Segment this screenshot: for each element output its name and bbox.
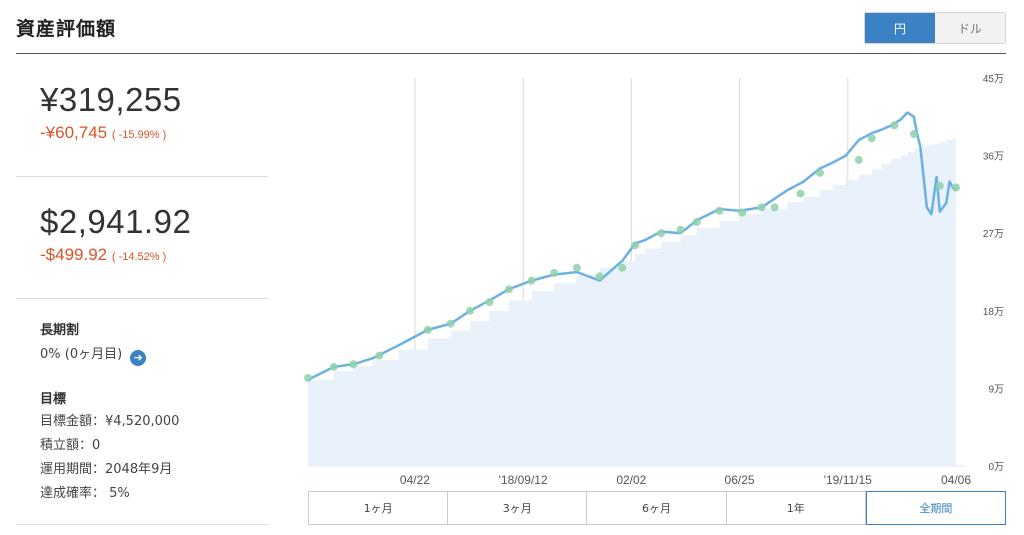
deposit-marker [952, 183, 960, 192]
yen-value: ¥319,255 [40, 81, 182, 118]
x-tick-label: '19/11/15 [824, 473, 872, 487]
yen-change: -¥60,745 ( -15.99% ) [40, 123, 268, 143]
deposit-marker [329, 362, 338, 371]
deposit-marker [527, 276, 536, 285]
long-term-status: 0% (0ヶ月目) ➔ [40, 346, 268, 366]
deposit-marker [504, 285, 513, 294]
y-tick-label: 27万 [983, 229, 1004, 240]
currency-usd-button[interactable]: ドル [935, 13, 1005, 43]
goal-accumulation: 積立額：0 [40, 438, 101, 453]
yen-change-amount: -¥60,745 [40, 123, 108, 142]
deposit-marker [657, 229, 666, 238]
goal-target-amount: 目標金額：¥4,520,000 [40, 414, 180, 429]
x-tick-label: 02/02 [616, 473, 646, 487]
x-tick-label: 06/25 [725, 473, 755, 487]
page-header: 資産評価額 円 ドル [16, 0, 1006, 54]
deposit-marker [466, 306, 474, 315]
goal-probability: 達成確率： 5% [40, 486, 130, 501]
deposit-marker [572, 263, 581, 272]
long-term-value: 0% (0ヶ月目) [40, 347, 123, 362]
y-tick-label: 9万 [988, 384, 1004, 395]
page-title: 資産評価額 [16, 18, 117, 40]
period-1y-button[interactable]: 1年 [727, 492, 866, 524]
deposit-marker [715, 206, 724, 215]
period-3m-button[interactable]: 3ヶ月 [448, 492, 588, 524]
deposit-marker [935, 181, 944, 190]
valuation-chart-svg: 04/22 '18/09/12 02/02 06/25 '19/11/15 04/06 0万… [304, 74, 1004, 487]
currency-toggle[interactable]: 円 ドル [864, 12, 1006, 44]
deposit-marker [692, 217, 701, 226]
deposit-marker [618, 263, 627, 272]
currency-yen-button[interactable]: 円 [865, 13, 935, 43]
usd-change-percent: ( -14.52% ) [111, 251, 167, 263]
usd-change: -$499.92 ( -14.52% ) [40, 245, 268, 265]
invested-area [308, 138, 956, 466]
plan-info-block: 長期割 0% (0ヶ月目) ➔ 目標 目標金額：¥4,520,000 積立額：0 … [16, 299, 268, 525]
x-tick-label: 04/06 [941, 473, 971, 487]
usd-change-amount: -$499.92 [40, 245, 108, 264]
deposit-marker [867, 134, 876, 143]
period-all-button[interactable]: 全期間 [865, 491, 1007, 525]
usd-value: $2,941.92 [40, 203, 192, 240]
deposit-marker [349, 360, 358, 369]
period-selector[interactable]: 1ヶ月 3ヶ月 6ヶ月 1年 全期間 [308, 491, 1007, 525]
long-term-label: 長期割 [40, 323, 80, 338]
goal-label: 目標 [40, 392, 67, 407]
yen-valuation-block: ¥319,255 -¥60,745 ( -15.99% ) [16, 55, 268, 177]
valuation-chart: 04/22 '18/09/12 02/02 06/25 '19/11/15 04/06 0万… [300, 72, 1010, 492]
deposit-marker [446, 319, 455, 328]
deposit-marker [423, 325, 432, 334]
y-tick-label: 0万 [988, 462, 1004, 473]
arrow-right-icon[interactable]: ➔ [130, 350, 147, 366]
summary-panel: ¥319,255 -¥60,745 ( -15.99% ) $2,941.92 … [16, 55, 268, 525]
valuation-line [307, 111, 957, 381]
deposit-marker [890, 121, 899, 130]
deposit-marker [485, 298, 494, 307]
deposit-marker [815, 168, 824, 177]
deposit-marker [631, 241, 640, 250]
deposit-marker [550, 268, 559, 277]
deposit-marker [854, 155, 863, 164]
deposit-marker [304, 374, 312, 383]
usd-valuation-block: $2,941.92 -$499.92 ( -14.52% ) [16, 177, 268, 299]
deposit-marker [770, 203, 779, 212]
y-tick-label: 45万 [983, 74, 1004, 85]
x-tick-label: 04/22 [400, 473, 430, 487]
y-tick-label: 18万 [983, 307, 1004, 318]
goal-period: 運用期間：2048年9月 [40, 462, 173, 477]
x-tick-label: '18/09/12 [499, 473, 548, 487]
deposit-marker [738, 208, 747, 217]
yen-change-percent: ( -15.99% ) [111, 129, 167, 141]
deposit-marker [796, 189, 805, 198]
deposit-marker [757, 203, 766, 212]
deposit-marker [909, 130, 918, 139]
deposit-marker [595, 272, 604, 281]
y-tick-label: 36万 [983, 152, 1004, 163]
period-1m-button[interactable]: 1ヶ月 [309, 492, 449, 524]
period-6m-button[interactable]: 6ヶ月 [587, 492, 727, 524]
deposit-marker [375, 351, 384, 360]
deposit-marker [676, 225, 685, 234]
